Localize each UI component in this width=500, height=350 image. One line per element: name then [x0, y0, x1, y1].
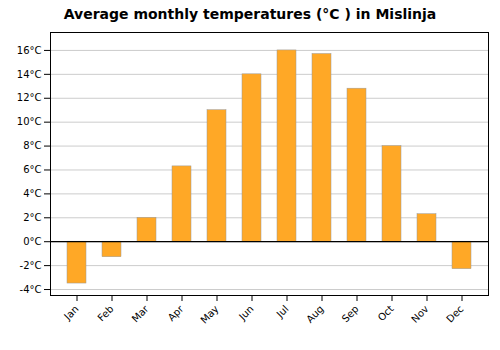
svg-text:16°C: 16°C	[17, 45, 42, 56]
svg-text:Nov: Nov	[409, 303, 431, 325]
svg-text:May: May	[198, 303, 220, 325]
svg-text:Jul: Jul	[274, 303, 291, 320]
html-text:Average monthly temperatures (: Average monthly temperatures (°C ) in Mi…	[63, 6, 437, 22]
svg-text:Sep: Sep	[340, 303, 361, 324]
svg-text:Feb: Feb	[95, 303, 115, 323]
svg-text:4°C: 4°C	[23, 188, 41, 199]
svg-text:-2°C: -2°C	[20, 260, 42, 271]
svg-text:10°C: 10°C	[17, 116, 42, 127]
svg-text:Jun: Jun	[236, 303, 256, 323]
svg-text:Aug: Aug	[304, 303, 326, 325]
svg-text:Dec: Dec	[444, 303, 465, 324]
svg-text:14°C: 14°C	[17, 69, 42, 80]
svg-text:12°C: 12°C	[17, 92, 42, 103]
svg-text:0°C: 0°C	[23, 236, 41, 247]
svg-text:8°C: 8°C	[23, 140, 41, 151]
svg-text:Apr: Apr	[166, 303, 187, 324]
svg-text:Jan: Jan	[61, 303, 80, 322]
svg-text:-4°C: -4°C	[20, 284, 42, 295]
svg-text:2°C: 2°C	[23, 212, 41, 223]
svg-text:Mar: Mar	[130, 303, 152, 325]
svg-text:Oct: Oct	[376, 303, 396, 323]
svg-text:6°C: 6°C	[23, 164, 41, 175]
